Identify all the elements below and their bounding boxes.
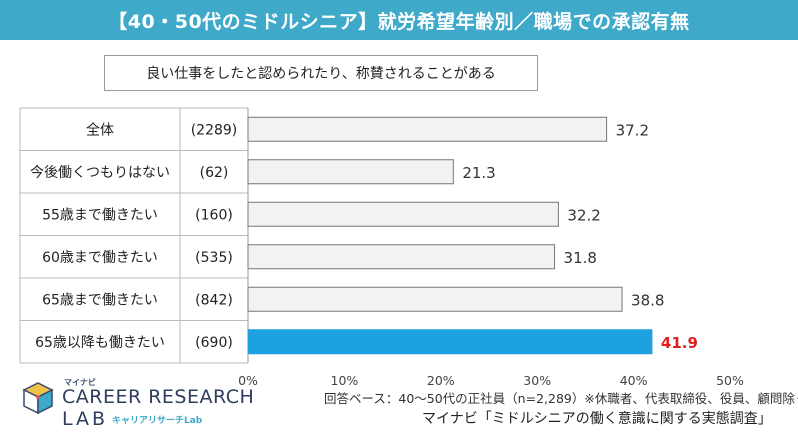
logo-kana-text: キャリアリサーチLab xyxy=(112,416,203,426)
chart-subtitle: 良い仕事をしたと認められたり、称賛されることがある xyxy=(104,55,538,91)
value-label: 21.3 xyxy=(462,164,495,182)
category-label: 全体 xyxy=(86,121,114,138)
footnote-base: 回答ベース：40～50代の正社員（n=2,289）※休職者、代表取締役、役員、顧… xyxy=(324,391,798,406)
x-tick-label: 40% xyxy=(620,373,648,388)
value-label: 41.9 xyxy=(661,334,698,352)
cube-logo-icon xyxy=(22,382,54,415)
value-label: 32.2 xyxy=(567,206,600,224)
sample-size-label: (690) xyxy=(195,335,233,351)
sample-size-label: (2289) xyxy=(191,122,238,138)
career-research-lab-logo xyxy=(10,376,250,432)
value-label: 38.8 xyxy=(631,291,664,309)
bar xyxy=(247,244,556,270)
bar xyxy=(247,201,559,227)
x-tick-label: 50% xyxy=(716,373,744,388)
x-tick-label: 0% xyxy=(238,373,258,388)
category-label: 今後働くつもりはない xyxy=(30,165,170,181)
sample-size-label: (62) xyxy=(200,165,229,181)
footnote-source: マイナビ「ミドルシニアの働く意識に関する実態調査」 xyxy=(422,411,772,427)
category-label: 60歳まで働きたい xyxy=(42,250,158,266)
bar xyxy=(247,116,608,142)
bar xyxy=(247,329,653,355)
category-label: 55歳まで働きたい xyxy=(42,207,158,223)
category-label: 65歳まで働きたい xyxy=(42,292,158,308)
value-label: 31.8 xyxy=(564,249,597,267)
x-tick-label: 20% xyxy=(427,373,455,388)
value-label: 37.2 xyxy=(616,121,649,139)
logo-lab-text: LAB xyxy=(62,408,109,430)
logo-main-text: CAREER RESEARCH xyxy=(62,386,255,408)
x-tick-label: 30% xyxy=(523,373,551,388)
x-tick-label: 10% xyxy=(331,373,359,388)
logo-brand-small: マイナビ xyxy=(64,378,96,387)
sample-size-label: (160) xyxy=(195,207,233,223)
bar xyxy=(247,286,623,312)
chart-title: 【40・50代のミドルシニア】就労希望年齢別／職場での承認有無 xyxy=(0,0,798,40)
bar xyxy=(247,159,454,185)
sample-size-label: (535) xyxy=(195,250,233,266)
category-label: 65歳以降も働きたい xyxy=(35,335,165,351)
sample-size-label: (842) xyxy=(195,292,233,308)
